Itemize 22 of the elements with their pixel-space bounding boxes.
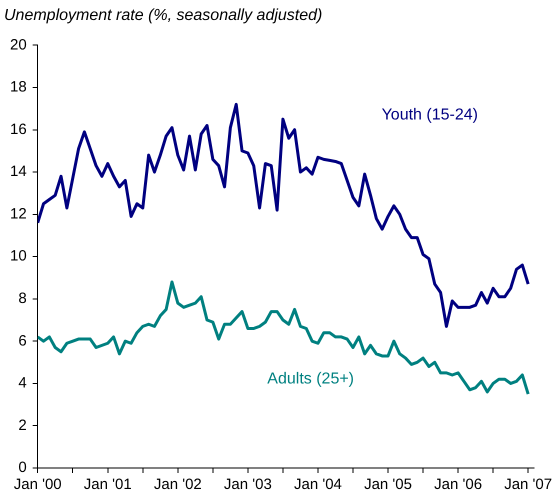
y-tick-label: 6 xyxy=(18,332,27,350)
x-tick-label: Jan '03 xyxy=(224,476,272,494)
x-tick-label: Jan '05 xyxy=(364,476,412,494)
y-tick-label: 4 xyxy=(18,374,27,392)
y-tick-label: 8 xyxy=(18,290,27,308)
y-tick-label: 0 xyxy=(18,459,27,476)
y-tick-label: 10 xyxy=(10,248,27,265)
chart-title: Unemployment rate (%, seasonally adjusted) xyxy=(4,7,322,24)
y-tick-label: 2 xyxy=(18,416,27,434)
y-tick-label: 14 xyxy=(10,163,27,180)
x-tick-label: Jan '02 xyxy=(154,476,202,494)
y-tick-label: 20 xyxy=(10,36,27,54)
x-tick-label: Jan '04 xyxy=(294,476,342,494)
text: Youth (15-24) xyxy=(382,106,478,124)
y-tick-label: 16 xyxy=(10,120,27,138)
x-tick-label: Jan '01 xyxy=(84,476,132,494)
x-tick-label: Jan '06 xyxy=(434,476,482,494)
x-tick-label: Jan '07 xyxy=(504,476,552,494)
series-label: Adults (25+) xyxy=(267,370,354,388)
y-tick-label: 12 xyxy=(10,205,27,222)
y-tick-label: 18 xyxy=(10,78,27,96)
x-tick-label: Jan '00 xyxy=(14,476,62,494)
